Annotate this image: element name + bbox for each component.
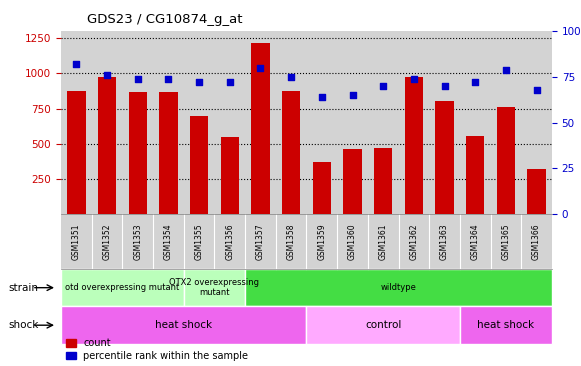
Point — [133, 76, 142, 82]
Point — [225, 79, 234, 85]
Text: control: control — [365, 320, 401, 330]
Text: GSM1352: GSM1352 — [102, 223, 112, 260]
Text: GSM1355: GSM1355 — [195, 223, 203, 260]
Text: GSM1365: GSM1365 — [501, 223, 511, 260]
Legend: count, percentile rank within the sample: count, percentile rank within the sample — [66, 338, 248, 361]
Text: GSM1364: GSM1364 — [471, 223, 480, 260]
Point — [195, 79, 204, 85]
Bar — [466, 136, 485, 214]
Bar — [190, 116, 208, 214]
Bar — [313, 162, 331, 214]
Point — [379, 83, 388, 89]
Point — [501, 67, 511, 72]
Bar — [67, 91, 85, 214]
Text: GSM1351: GSM1351 — [72, 223, 81, 260]
Text: GDS23 / CG10874_g_at: GDS23 / CG10874_g_at — [87, 13, 243, 26]
Point — [348, 92, 357, 98]
Text: GSM1360: GSM1360 — [348, 223, 357, 260]
Text: shock: shock — [9, 320, 39, 330]
Bar — [282, 91, 300, 214]
Text: GSM1363: GSM1363 — [440, 223, 449, 260]
Text: wildtype: wildtype — [381, 283, 417, 292]
Bar — [497, 107, 515, 214]
Point — [286, 74, 296, 80]
Text: GSM1359: GSM1359 — [317, 223, 327, 260]
Text: GSM1362: GSM1362 — [410, 223, 418, 260]
Point — [532, 87, 541, 93]
Text: GSM1357: GSM1357 — [256, 223, 265, 260]
Text: OTX2 overexpressing
mutant: OTX2 overexpressing mutant — [170, 278, 260, 298]
Point — [71, 61, 81, 67]
Bar — [343, 149, 362, 214]
Point — [409, 76, 418, 82]
Text: GSM1353: GSM1353 — [133, 223, 142, 260]
Text: GSM1361: GSM1361 — [379, 223, 388, 260]
Text: GSM1366: GSM1366 — [532, 223, 541, 260]
Bar — [128, 92, 147, 214]
Text: GSM1354: GSM1354 — [164, 223, 173, 260]
Text: heat shock: heat shock — [155, 320, 212, 330]
Point — [164, 76, 173, 82]
Point — [102, 72, 112, 78]
Bar — [404, 77, 423, 214]
Point — [440, 83, 449, 89]
Text: otd overexpressing mutant: otd overexpressing mutant — [65, 283, 180, 292]
Point — [317, 94, 327, 100]
Point — [471, 79, 480, 85]
Text: strain: strain — [9, 283, 39, 293]
Bar — [221, 137, 239, 214]
Bar — [528, 169, 546, 214]
Bar — [251, 43, 270, 214]
Text: heat shock: heat shock — [478, 320, 535, 330]
Bar — [435, 101, 454, 214]
Point — [256, 65, 265, 71]
Bar — [374, 148, 392, 214]
Bar — [98, 77, 116, 214]
Bar — [159, 92, 178, 214]
Text: GSM1356: GSM1356 — [225, 223, 234, 260]
Text: GSM1358: GSM1358 — [286, 223, 296, 260]
